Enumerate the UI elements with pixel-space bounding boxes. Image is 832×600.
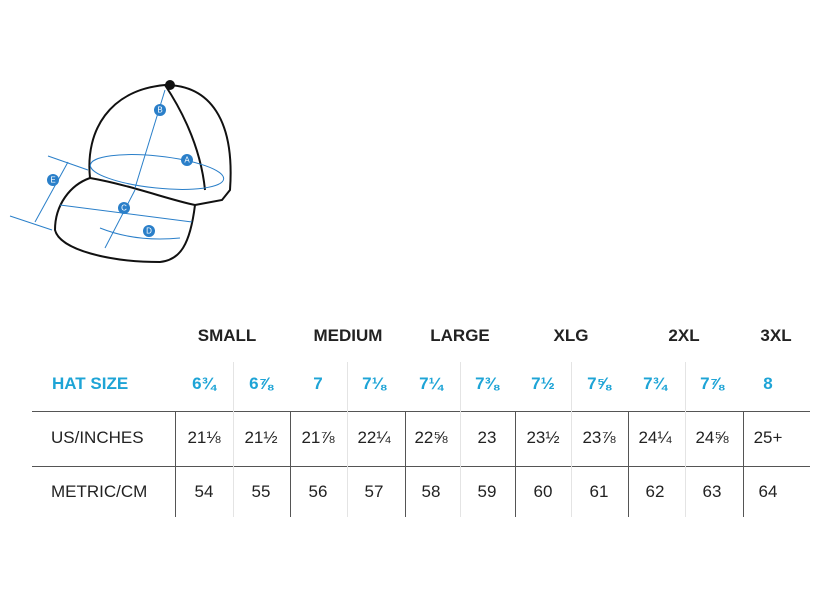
cell: 7⅝: [587, 374, 611, 393]
badge: [47, 174, 59, 186]
cell: 62: [645, 482, 665, 501]
badge: [154, 104, 166, 116]
group-header: XLG: [553, 326, 589, 345]
column-divider: [290, 411, 291, 517]
cell: 56: [308, 482, 328, 501]
badge-label: A: [184, 156, 190, 165]
column-divider: [515, 411, 516, 517]
cell: 63: [702, 482, 722, 501]
cell: 22⅝: [414, 428, 448, 447]
cell: 21⅞: [301, 428, 335, 447]
cell: 57: [364, 482, 384, 501]
row-divider: [32, 411, 810, 412]
cell: 54: [194, 482, 214, 501]
row-label: METRIC/CM: [51, 482, 148, 501]
group-header: SMALL: [197, 326, 257, 345]
column-divider: [175, 411, 176, 517]
column-divider: [628, 411, 629, 517]
badge-label: B: [157, 106, 162, 115]
group-header: LARGE: [430, 326, 490, 345]
row-divider: [32, 466, 810, 467]
sub-divider: [685, 362, 686, 517]
cell: 23⅞: [582, 428, 616, 447]
column-divider: [405, 411, 406, 517]
badge: [181, 154, 193, 166]
cell: 25+: [753, 428, 783, 447]
badge: [118, 202, 130, 214]
sub-divider: [347, 362, 348, 517]
cell: 58: [421, 482, 441, 501]
group-header: 2XL: [668, 326, 700, 345]
column-divider: [743, 411, 744, 517]
cell: 64: [758, 482, 778, 501]
cell: 7⅞: [700, 374, 724, 393]
group-header: 3XL: [760, 326, 792, 345]
badge-label: E: [50, 176, 55, 185]
cell: 7⅜: [475, 374, 499, 393]
badge-label: D: [146, 227, 152, 236]
cell: 24⅝: [695, 428, 729, 447]
cell: 7⅛: [362, 374, 386, 393]
cell: 61: [589, 482, 609, 501]
cell: 55: [251, 482, 271, 501]
sub-divider: [571, 362, 572, 517]
cell: 21½: [244, 428, 278, 447]
cell: 23½: [526, 428, 560, 447]
cell: 7¼: [419, 374, 443, 393]
cell: 6⅞: [249, 374, 273, 393]
measure-lines: [9, 89, 225, 249]
cell: 7½: [531, 374, 555, 393]
cell: 24¼: [638, 428, 672, 447]
cell: 8: [763, 374, 773, 393]
sub-divider: [460, 362, 461, 517]
row-label: US/INCHES: [51, 428, 144, 447]
hat-outline: [53, 80, 232, 264]
badges: A B C D E: [47, 104, 193, 237]
cell: 22¼: [357, 428, 391, 447]
badge-label: C: [121, 204, 127, 213]
cell: 23: [477, 428, 497, 447]
cell: 6¾: [192, 374, 216, 393]
cell: 59: [477, 482, 497, 501]
group-header: MEDIUM: [313, 326, 383, 345]
badge: [143, 225, 155, 237]
cell: 7: [313, 374, 323, 393]
cell: 60: [533, 482, 553, 501]
row-label: HAT SIZE: [52, 374, 129, 393]
cell: 7¾: [643, 374, 667, 393]
sub-divider: [233, 362, 234, 517]
cell: 21⅛: [187, 428, 221, 447]
hat-diagram: A B C D E: [9, 80, 232, 264]
